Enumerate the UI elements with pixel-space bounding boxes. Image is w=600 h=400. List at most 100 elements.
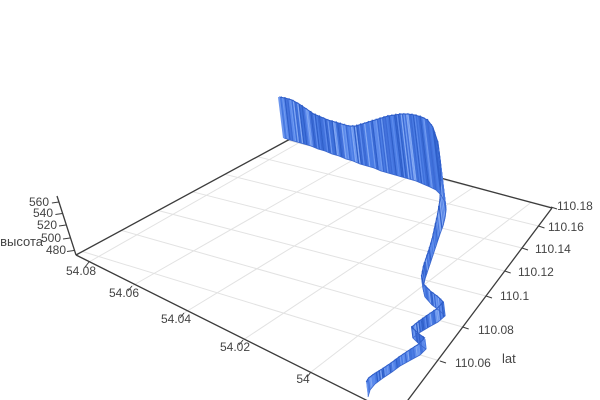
axis-line bbox=[56, 195, 77, 256]
wall-striation bbox=[389, 364, 392, 373]
wall-striation bbox=[390, 362, 393, 373]
wall-striation bbox=[431, 291, 434, 307]
wall-striation bbox=[390, 116, 399, 176]
wall-striation bbox=[355, 124, 363, 165]
wall-striation bbox=[301, 104, 308, 145]
wall-striation bbox=[435, 309, 439, 323]
y-axis-title: lat bbox=[502, 351, 516, 366]
wall-striation bbox=[421, 317, 425, 331]
wall-striation bbox=[382, 367, 385, 378]
wall-striation bbox=[291, 100, 298, 143]
wall-striation bbox=[372, 374, 375, 386]
wall-striation bbox=[342, 125, 349, 160]
grid-line bbox=[157, 210, 487, 297]
wall-striation bbox=[382, 118, 391, 174]
x-tick-label: 54.08 bbox=[66, 264, 96, 278]
wall-striation bbox=[429, 291, 433, 306]
wall-striation bbox=[397, 114, 407, 179]
y-tick-mark bbox=[485, 295, 493, 299]
wall-striation bbox=[383, 116, 392, 174]
wall-striation bbox=[334, 122, 340, 157]
y-tick-label: 110.06 bbox=[455, 356, 491, 370]
z-tick-mark bbox=[62, 237, 71, 240]
wall-striation bbox=[435, 294, 438, 310]
wall-striation bbox=[416, 345, 420, 356]
wall-striation bbox=[413, 329, 417, 341]
wall-striation bbox=[422, 118, 432, 188]
wall-striation bbox=[433, 294, 437, 309]
wall-striation bbox=[417, 322, 420, 334]
wall-striation bbox=[437, 211, 442, 233]
y-tick-label: 110.1 bbox=[500, 289, 529, 303]
wall-striation bbox=[374, 120, 382, 172]
wall-striation bbox=[437, 205, 443, 231]
z-tick-mark bbox=[66, 250, 75, 252]
wall-striation bbox=[298, 104, 305, 145]
wall-striation bbox=[345, 125, 351, 161]
wall-striation bbox=[400, 114, 410, 180]
wall-striation bbox=[283, 98, 290, 140]
wall-striation bbox=[399, 113, 409, 179]
wall-striation bbox=[391, 361, 394, 372]
x-tick-label: 54.06 bbox=[109, 286, 139, 300]
wall-striation bbox=[395, 358, 398, 369]
wall-striation bbox=[388, 116, 398, 176]
wall-striation bbox=[419, 319, 423, 332]
wall-striation bbox=[383, 366, 387, 377]
wall-striation bbox=[420, 320, 424, 331]
wall-striation bbox=[408, 114, 419, 182]
wall-striation bbox=[361, 124, 368, 167]
grid-line bbox=[242, 186, 475, 341]
wall-striation bbox=[362, 124, 370, 167]
wall-striation bbox=[410, 114, 420, 183]
wall-striation bbox=[442, 301, 446, 317]
wall-striation bbox=[387, 364, 391, 374]
wall-striation bbox=[370, 121, 378, 170]
wall-striation bbox=[350, 126, 357, 163]
wall-striation bbox=[335, 121, 342, 157]
wall-striation bbox=[399, 355, 402, 366]
wall-striation bbox=[397, 359, 400, 368]
wall-striation bbox=[427, 288, 431, 303]
wall-striation bbox=[396, 115, 406, 178]
wall-striation bbox=[393, 362, 396, 371]
wall-striation bbox=[328, 120, 335, 155]
wall-striation bbox=[392, 115, 402, 177]
wall-striation bbox=[374, 372, 377, 384]
wall-striation bbox=[426, 118, 437, 191]
wall-striation bbox=[304, 108, 311, 146]
wall-striation bbox=[363, 122, 371, 167]
wall-striation bbox=[403, 353, 406, 364]
y-tick-mark bbox=[550, 206, 558, 210]
wall-striation bbox=[439, 198, 444, 227]
wall-striation bbox=[341, 124, 347, 160]
wall-striation bbox=[404, 353, 408, 363]
wall-striation bbox=[287, 99, 294, 141]
wall-striation bbox=[432, 292, 436, 308]
wall-striation bbox=[289, 99, 297, 142]
x-tick-label: 54 bbox=[296, 372, 310, 386]
wall-striation bbox=[404, 114, 414, 181]
grid-line bbox=[224, 173, 523, 249]
wall-striation bbox=[378, 370, 381, 381]
axis-line bbox=[75, 254, 368, 400]
wall-striation bbox=[407, 350, 410, 362]
river-elevation-wall bbox=[278, 96, 447, 398]
wall-striation bbox=[424, 339, 427, 350]
wall-striation bbox=[310, 110, 316, 148]
wall-striation bbox=[371, 374, 374, 387]
wall-striation bbox=[368, 376, 372, 389]
wall-striation bbox=[373, 120, 381, 171]
wall-striation bbox=[428, 288, 432, 304]
x-tick-mark bbox=[238, 339, 244, 346]
wall-striation bbox=[394, 359, 397, 370]
wall-striation bbox=[366, 382, 370, 396]
wall-striation bbox=[358, 125, 365, 166]
wall-striation bbox=[279, 98, 286, 139]
wall-striation bbox=[428, 122, 438, 192]
wall-striation bbox=[385, 367, 388, 376]
wall-striation bbox=[349, 126, 356, 162]
wall-striation bbox=[337, 122, 343, 158]
